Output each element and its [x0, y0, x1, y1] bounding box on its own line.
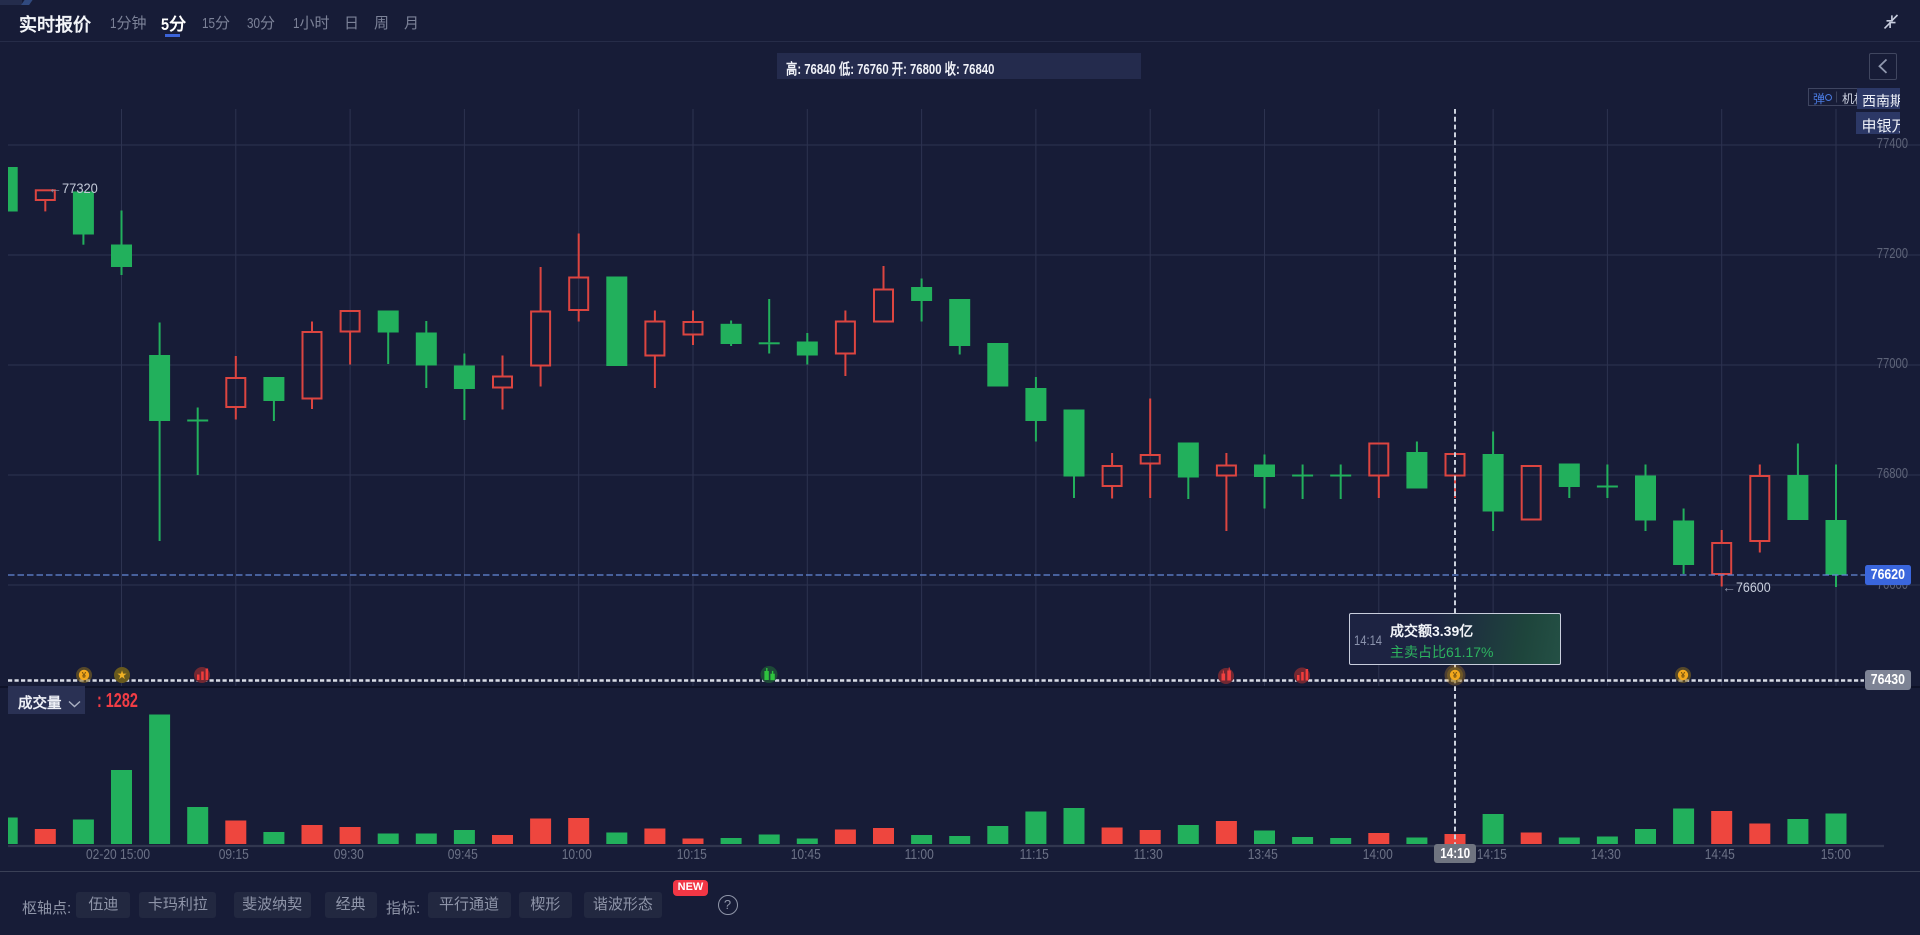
svg-text:¥: ¥	[1453, 671, 1458, 680]
svg-text:★: ★	[117, 668, 128, 682]
svg-text:¥: ¥	[82, 671, 87, 680]
svg-text:¥: ¥	[1681, 671, 1686, 680]
